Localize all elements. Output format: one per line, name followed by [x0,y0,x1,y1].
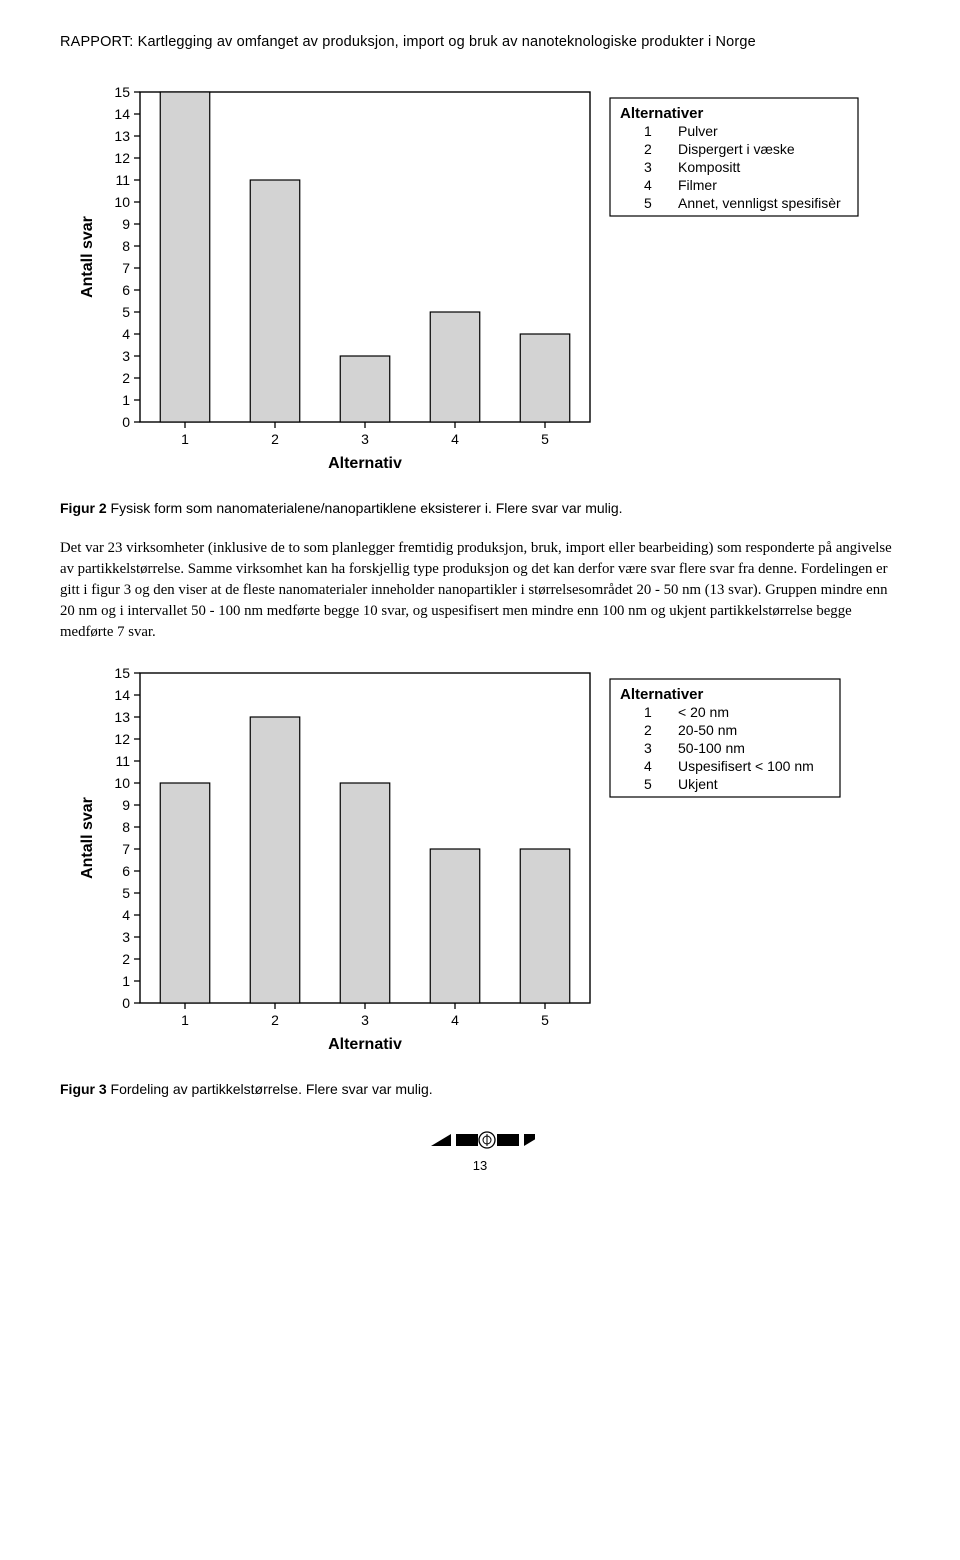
svg-text:5: 5 [541,1012,549,1028]
svg-text:3: 3 [644,740,652,756]
svg-text:Annet, vennligst spesifisèr: Annet, vennligst spesifisèr [678,195,841,211]
svg-text:Antall svar: Antall svar [79,797,96,879]
svg-text:Alternativer: Alternativer [620,686,704,703]
report-header: RAPPORT: Kartlegging av omfanget av prod… [60,34,900,50]
svg-text:14: 14 [114,106,130,122]
svg-text:Kompositt: Kompositt [678,159,740,175]
svg-text:4: 4 [122,907,130,923]
svg-text:4: 4 [451,431,459,447]
chart-figure-3: 0123456789101112131415Antall svar12345Al… [70,667,890,1067]
svg-text:2: 2 [122,951,130,967]
svg-text:15: 15 [114,86,130,100]
svg-text:2: 2 [644,722,652,738]
svg-text:Alternativer: Alternativer [620,105,704,122]
svg-text:Pulver: Pulver [678,123,718,139]
svg-text:15: 15 [114,667,130,681]
svg-text:4: 4 [451,1012,459,1028]
svg-text:0: 0 [122,995,130,1011]
page-footer: 13 [60,1131,900,1173]
svg-text:10: 10 [114,194,130,210]
svg-text:3: 3 [644,159,652,175]
svg-text:12: 12 [114,731,130,747]
svg-text:5: 5 [122,304,130,320]
svg-text:1: 1 [181,431,189,447]
svg-text:Uspesifisert < 100 nm: Uspesifisert < 100 nm [678,758,814,774]
chart-figure-2: 0123456789101112131415Antall svar12345Al… [70,86,890,486]
svg-text:10: 10 [114,775,130,791]
chart-1-svg: 0123456789101112131415Antall svar12345Al… [70,86,890,486]
caption-3-label: Figur 3 [60,1081,107,1097]
svg-text:2: 2 [271,431,279,447]
svg-text:5: 5 [541,431,549,447]
svg-text:12: 12 [114,150,130,166]
svg-text:2: 2 [644,141,652,157]
svg-text:20-50 nm: 20-50 nm [678,722,737,738]
svg-text:13: 13 [114,128,130,144]
caption-2-text: Fysisk form som nanomaterialene/nanopart… [107,500,623,516]
svg-text:2: 2 [122,370,130,386]
svg-text:8: 8 [122,238,130,254]
svg-text:11: 11 [115,753,130,769]
svg-text:1: 1 [122,973,130,989]
svg-text:5: 5 [122,885,130,901]
svg-text:Antall svar: Antall svar [79,216,96,298]
svg-text:2: 2 [271,1012,279,1028]
svg-text:7: 7 [122,260,130,276]
svg-text:4: 4 [122,326,130,342]
svg-text:3: 3 [361,431,369,447]
svg-text:3: 3 [122,348,130,364]
svg-text:8: 8 [122,819,130,835]
svg-text:3: 3 [122,929,130,945]
svg-text:1: 1 [122,392,130,408]
svg-text:7: 7 [122,841,130,857]
svg-text:9: 9 [122,797,130,813]
svg-text:6: 6 [122,863,130,879]
svg-text:4: 4 [644,758,652,774]
svg-text:Ukjent: Ukjent [678,776,718,792]
body-paragraph: Det var 23 virksomheter (inklusive de to… [60,538,900,643]
svg-text:3: 3 [361,1012,369,1028]
caption-3-text: Fordeling av partikkelstørrelse. Flere s… [107,1081,433,1097]
svg-text:1: 1 [644,123,652,139]
svg-text:Filmer: Filmer [678,177,717,193]
chart-2-svg: 0123456789101112131415Antall svar12345Al… [70,667,890,1067]
caption-figure-3: Figur 3 Fordeling av partikkelstørrelse.… [60,1081,900,1097]
svg-text:Alternativ: Alternativ [328,455,402,472]
svg-text:6: 6 [122,282,130,298]
svg-text:0: 0 [122,414,130,430]
svg-text:5: 5 [644,776,652,792]
svg-text:1: 1 [644,704,652,720]
svg-text:4: 4 [644,177,652,193]
footer-ornament-icon [425,1131,535,1149]
svg-text:11: 11 [115,172,130,188]
svg-text:Dispergert i væske: Dispergert i væske [678,141,795,157]
svg-text:13: 13 [114,709,130,725]
svg-text:< 20 nm: < 20 nm [678,704,729,720]
svg-text:50-100 nm: 50-100 nm [678,740,745,756]
caption-figure-2: Figur 2 Fysisk form som nanomaterialene/… [60,500,900,516]
svg-text:14: 14 [114,687,130,703]
svg-text:Alternativ: Alternativ [328,1036,402,1053]
page-number: 13 [60,1158,900,1173]
svg-text:5: 5 [644,195,652,211]
svg-text:1: 1 [181,1012,189,1028]
caption-2-label: Figur 2 [60,500,107,516]
svg-text:9: 9 [122,216,130,232]
